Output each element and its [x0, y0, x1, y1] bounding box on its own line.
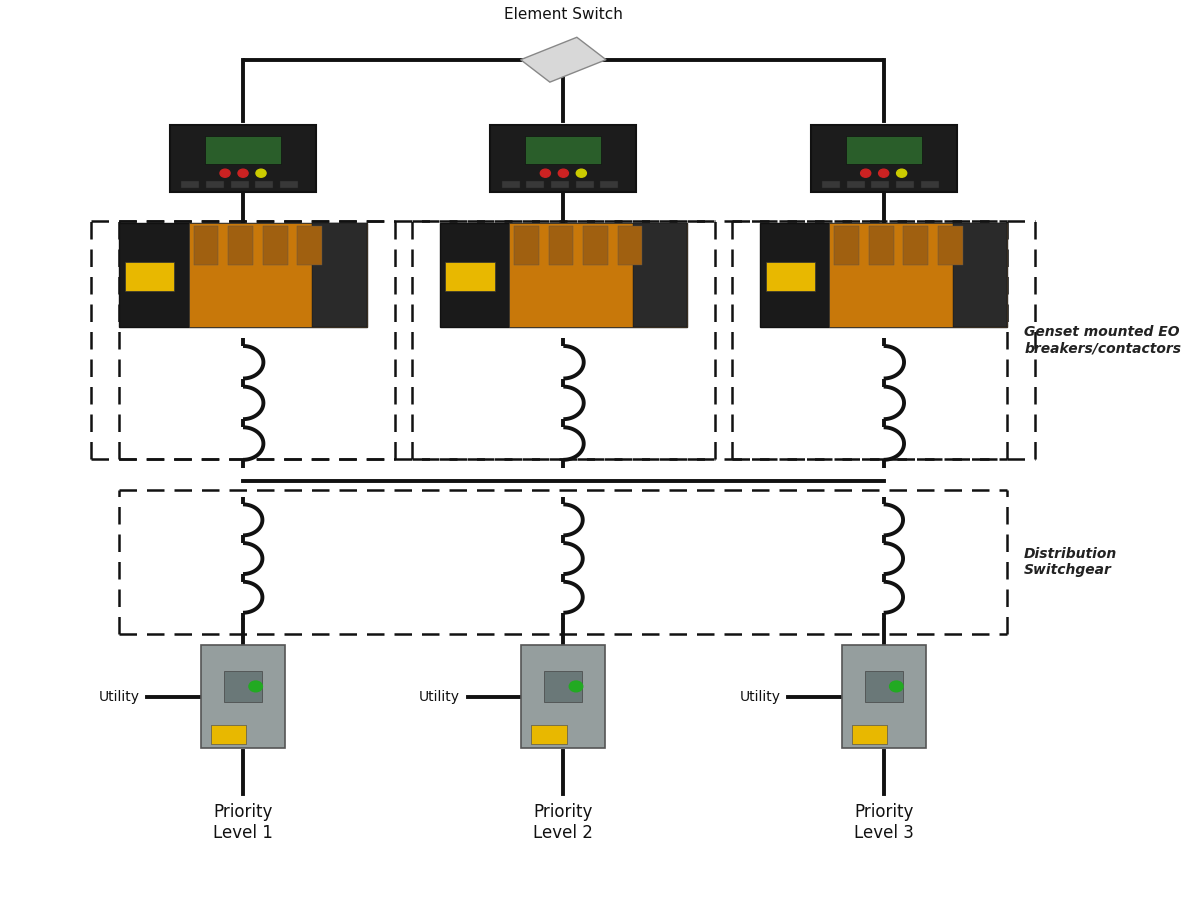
Text: Priority
Level 3: Priority Level 3: [853, 803, 913, 842]
Text: Utility: Utility: [739, 689, 780, 704]
FancyBboxPatch shape: [280, 181, 298, 188]
FancyBboxPatch shape: [526, 136, 601, 164]
FancyBboxPatch shape: [869, 226, 894, 265]
FancyBboxPatch shape: [527, 181, 545, 188]
FancyBboxPatch shape: [618, 226, 642, 265]
FancyBboxPatch shape: [834, 226, 859, 265]
Text: Priority
Level 1: Priority Level 1: [214, 803, 272, 842]
Circle shape: [558, 169, 569, 177]
FancyBboxPatch shape: [852, 725, 887, 743]
FancyBboxPatch shape: [120, 223, 367, 327]
FancyBboxPatch shape: [224, 670, 262, 702]
Circle shape: [889, 681, 904, 692]
FancyBboxPatch shape: [256, 181, 274, 188]
Text: Utility: Utility: [98, 689, 139, 704]
Circle shape: [896, 169, 907, 177]
FancyBboxPatch shape: [953, 223, 1007, 327]
FancyBboxPatch shape: [193, 226, 218, 265]
FancyBboxPatch shape: [904, 226, 928, 265]
FancyBboxPatch shape: [312, 223, 367, 327]
FancyBboxPatch shape: [205, 136, 281, 164]
Text: Utility: Utility: [419, 689, 460, 704]
Text: Element Switch: Element Switch: [504, 7, 623, 22]
Circle shape: [238, 169, 248, 177]
FancyBboxPatch shape: [181, 181, 199, 188]
FancyBboxPatch shape: [514, 226, 539, 265]
FancyBboxPatch shape: [766, 262, 815, 291]
FancyBboxPatch shape: [491, 125, 636, 192]
FancyBboxPatch shape: [206, 181, 224, 188]
FancyBboxPatch shape: [545, 670, 582, 702]
FancyBboxPatch shape: [263, 226, 288, 265]
FancyBboxPatch shape: [632, 223, 686, 327]
FancyBboxPatch shape: [846, 136, 922, 164]
FancyBboxPatch shape: [822, 181, 840, 188]
Text: Priority
Level 2: Priority Level 2: [534, 803, 593, 842]
FancyBboxPatch shape: [298, 226, 322, 265]
FancyBboxPatch shape: [896, 181, 914, 188]
FancyBboxPatch shape: [865, 670, 902, 702]
FancyBboxPatch shape: [576, 181, 594, 188]
FancyBboxPatch shape: [841, 645, 926, 748]
Circle shape: [576, 169, 587, 177]
FancyBboxPatch shape: [938, 226, 962, 265]
FancyBboxPatch shape: [551, 181, 569, 188]
FancyBboxPatch shape: [188, 223, 367, 327]
FancyBboxPatch shape: [439, 223, 686, 327]
FancyBboxPatch shape: [829, 223, 1007, 327]
Circle shape: [248, 681, 263, 692]
FancyBboxPatch shape: [230, 181, 248, 188]
FancyBboxPatch shape: [445, 262, 494, 291]
FancyBboxPatch shape: [600, 181, 618, 188]
Circle shape: [878, 169, 889, 177]
FancyBboxPatch shape: [871, 181, 889, 188]
FancyBboxPatch shape: [200, 645, 286, 748]
FancyBboxPatch shape: [170, 125, 316, 192]
FancyBboxPatch shape: [521, 645, 606, 748]
FancyBboxPatch shape: [846, 181, 864, 188]
FancyBboxPatch shape: [548, 226, 574, 265]
Circle shape: [860, 169, 871, 177]
FancyBboxPatch shape: [760, 223, 1007, 327]
FancyBboxPatch shape: [509, 223, 686, 327]
FancyBboxPatch shape: [532, 725, 566, 743]
FancyBboxPatch shape: [811, 125, 956, 192]
Polygon shape: [521, 37, 606, 82]
FancyBboxPatch shape: [125, 262, 174, 291]
Circle shape: [540, 169, 551, 177]
FancyBboxPatch shape: [920, 181, 938, 188]
Circle shape: [220, 169, 230, 177]
Circle shape: [256, 169, 266, 177]
FancyBboxPatch shape: [228, 226, 253, 265]
FancyBboxPatch shape: [211, 725, 246, 743]
Text: Genset mounted EO
breakers/contactors: Genset mounted EO breakers/contactors: [1024, 325, 1181, 356]
FancyBboxPatch shape: [583, 226, 608, 265]
Circle shape: [569, 681, 583, 692]
FancyBboxPatch shape: [502, 181, 520, 188]
Text: Distribution
Switchgear: Distribution Switchgear: [1024, 547, 1117, 577]
